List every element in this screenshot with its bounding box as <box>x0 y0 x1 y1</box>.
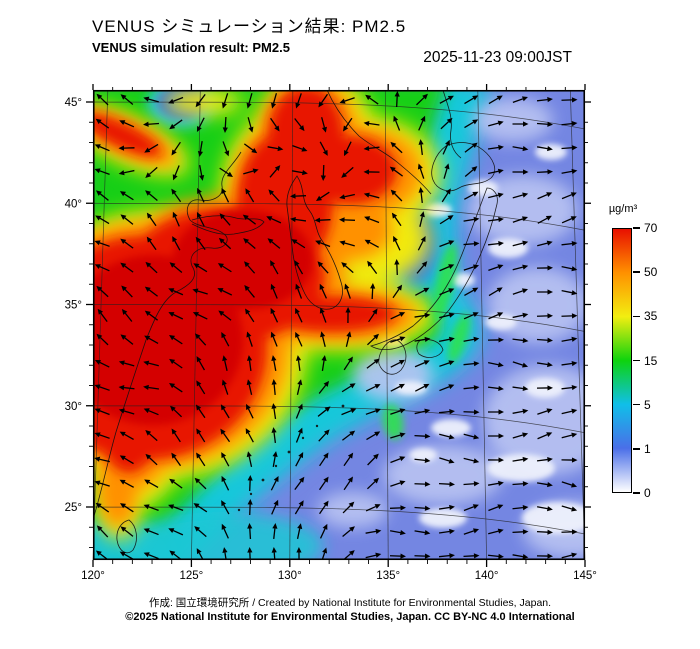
map-frame <box>92 89 586 561</box>
credit-line-created-by: 作成: 国立環境研究所 / Created by National Instit… <box>148 597 552 609</box>
svg-text:40°: 40° <box>65 198 82 210</box>
colorbar-unit-label: µg/m³ <box>608 203 638 215</box>
credit-line-copyright: ©2025 National Institute for Environment… <box>125 611 575 623</box>
svg-text:45°: 45° <box>65 97 82 109</box>
colorbar-tick-label: 50 <box>644 265 658 280</box>
axis-ticks-and-labels: 120° 125° 130° 135° 140° 145° 45° 40° 35° 30° 25° <box>65 84 597 582</box>
colorbar-tick-mark <box>633 403 640 406</box>
china-coastline <box>93 151 242 522</box>
colorbar-gradient <box>612 228 632 493</box>
svg-text:145°: 145° <box>573 570 597 582</box>
hokkaido-coastline <box>431 142 496 192</box>
shikoku-coastline <box>416 339 444 358</box>
colorbar-tick-label: 35 <box>644 309 658 324</box>
svg-text:130°: 130° <box>278 570 302 582</box>
page-title-japanese: VENUS シミュレーション結果: PM2.5 <box>92 17 407 36</box>
forecast-timestamp: 2025-11-23 09:00JST <box>423 49 572 66</box>
colorbar-tick-mark <box>633 271 640 273</box>
svg-text:30°: 30° <box>65 401 82 413</box>
colorbar-tick-mark <box>633 492 640 494</box>
pm25-map-figure: 120° 125° 130° 135° 140° 145° 45° 40° 35° 30° 25° <box>65 84 597 582</box>
pm25-map: 120° 125° 130° 135° 140° 145° 45° 40° 35° 30° 25° <box>65 84 597 582</box>
colorbar-tick-label: 1 <box>644 441 651 456</box>
wind-vector-arrows <box>94 91 578 560</box>
primorye-coastline <box>326 90 462 195</box>
pm25-field <box>93 90 585 560</box>
colorbar-tick-mark <box>633 448 640 450</box>
svg-text:125°: 125° <box>180 570 204 582</box>
page-title-english: VENUS simulation result: PM2.5 <box>92 40 290 55</box>
ryukyu-islands <box>237 404 345 512</box>
colorbar-tick-label: 0 <box>644 486 651 500</box>
kyushu-coastline <box>378 339 407 375</box>
svg-text:120°: 120° <box>81 570 105 582</box>
honshu-coastline <box>370 187 498 350</box>
svg-text:140°: 140° <box>475 570 499 582</box>
svg-text:25°: 25° <box>65 502 82 514</box>
colorbar-tick-mark <box>633 227 640 229</box>
korea-coastline <box>286 175 343 310</box>
colorbar-tick-label: 70 <box>644 221 658 235</box>
colorbar-tick-label: 5 <box>644 397 651 412</box>
colorbar-tick-label: 15 <box>644 353 658 368</box>
taiwan-coastline <box>116 519 137 554</box>
svg-text:135°: 135° <box>376 570 400 582</box>
svg-text:35°: 35° <box>65 300 82 312</box>
colorbar-tick-mark <box>633 359 640 362</box>
colorbar-tick-mark <box>633 315 640 318</box>
